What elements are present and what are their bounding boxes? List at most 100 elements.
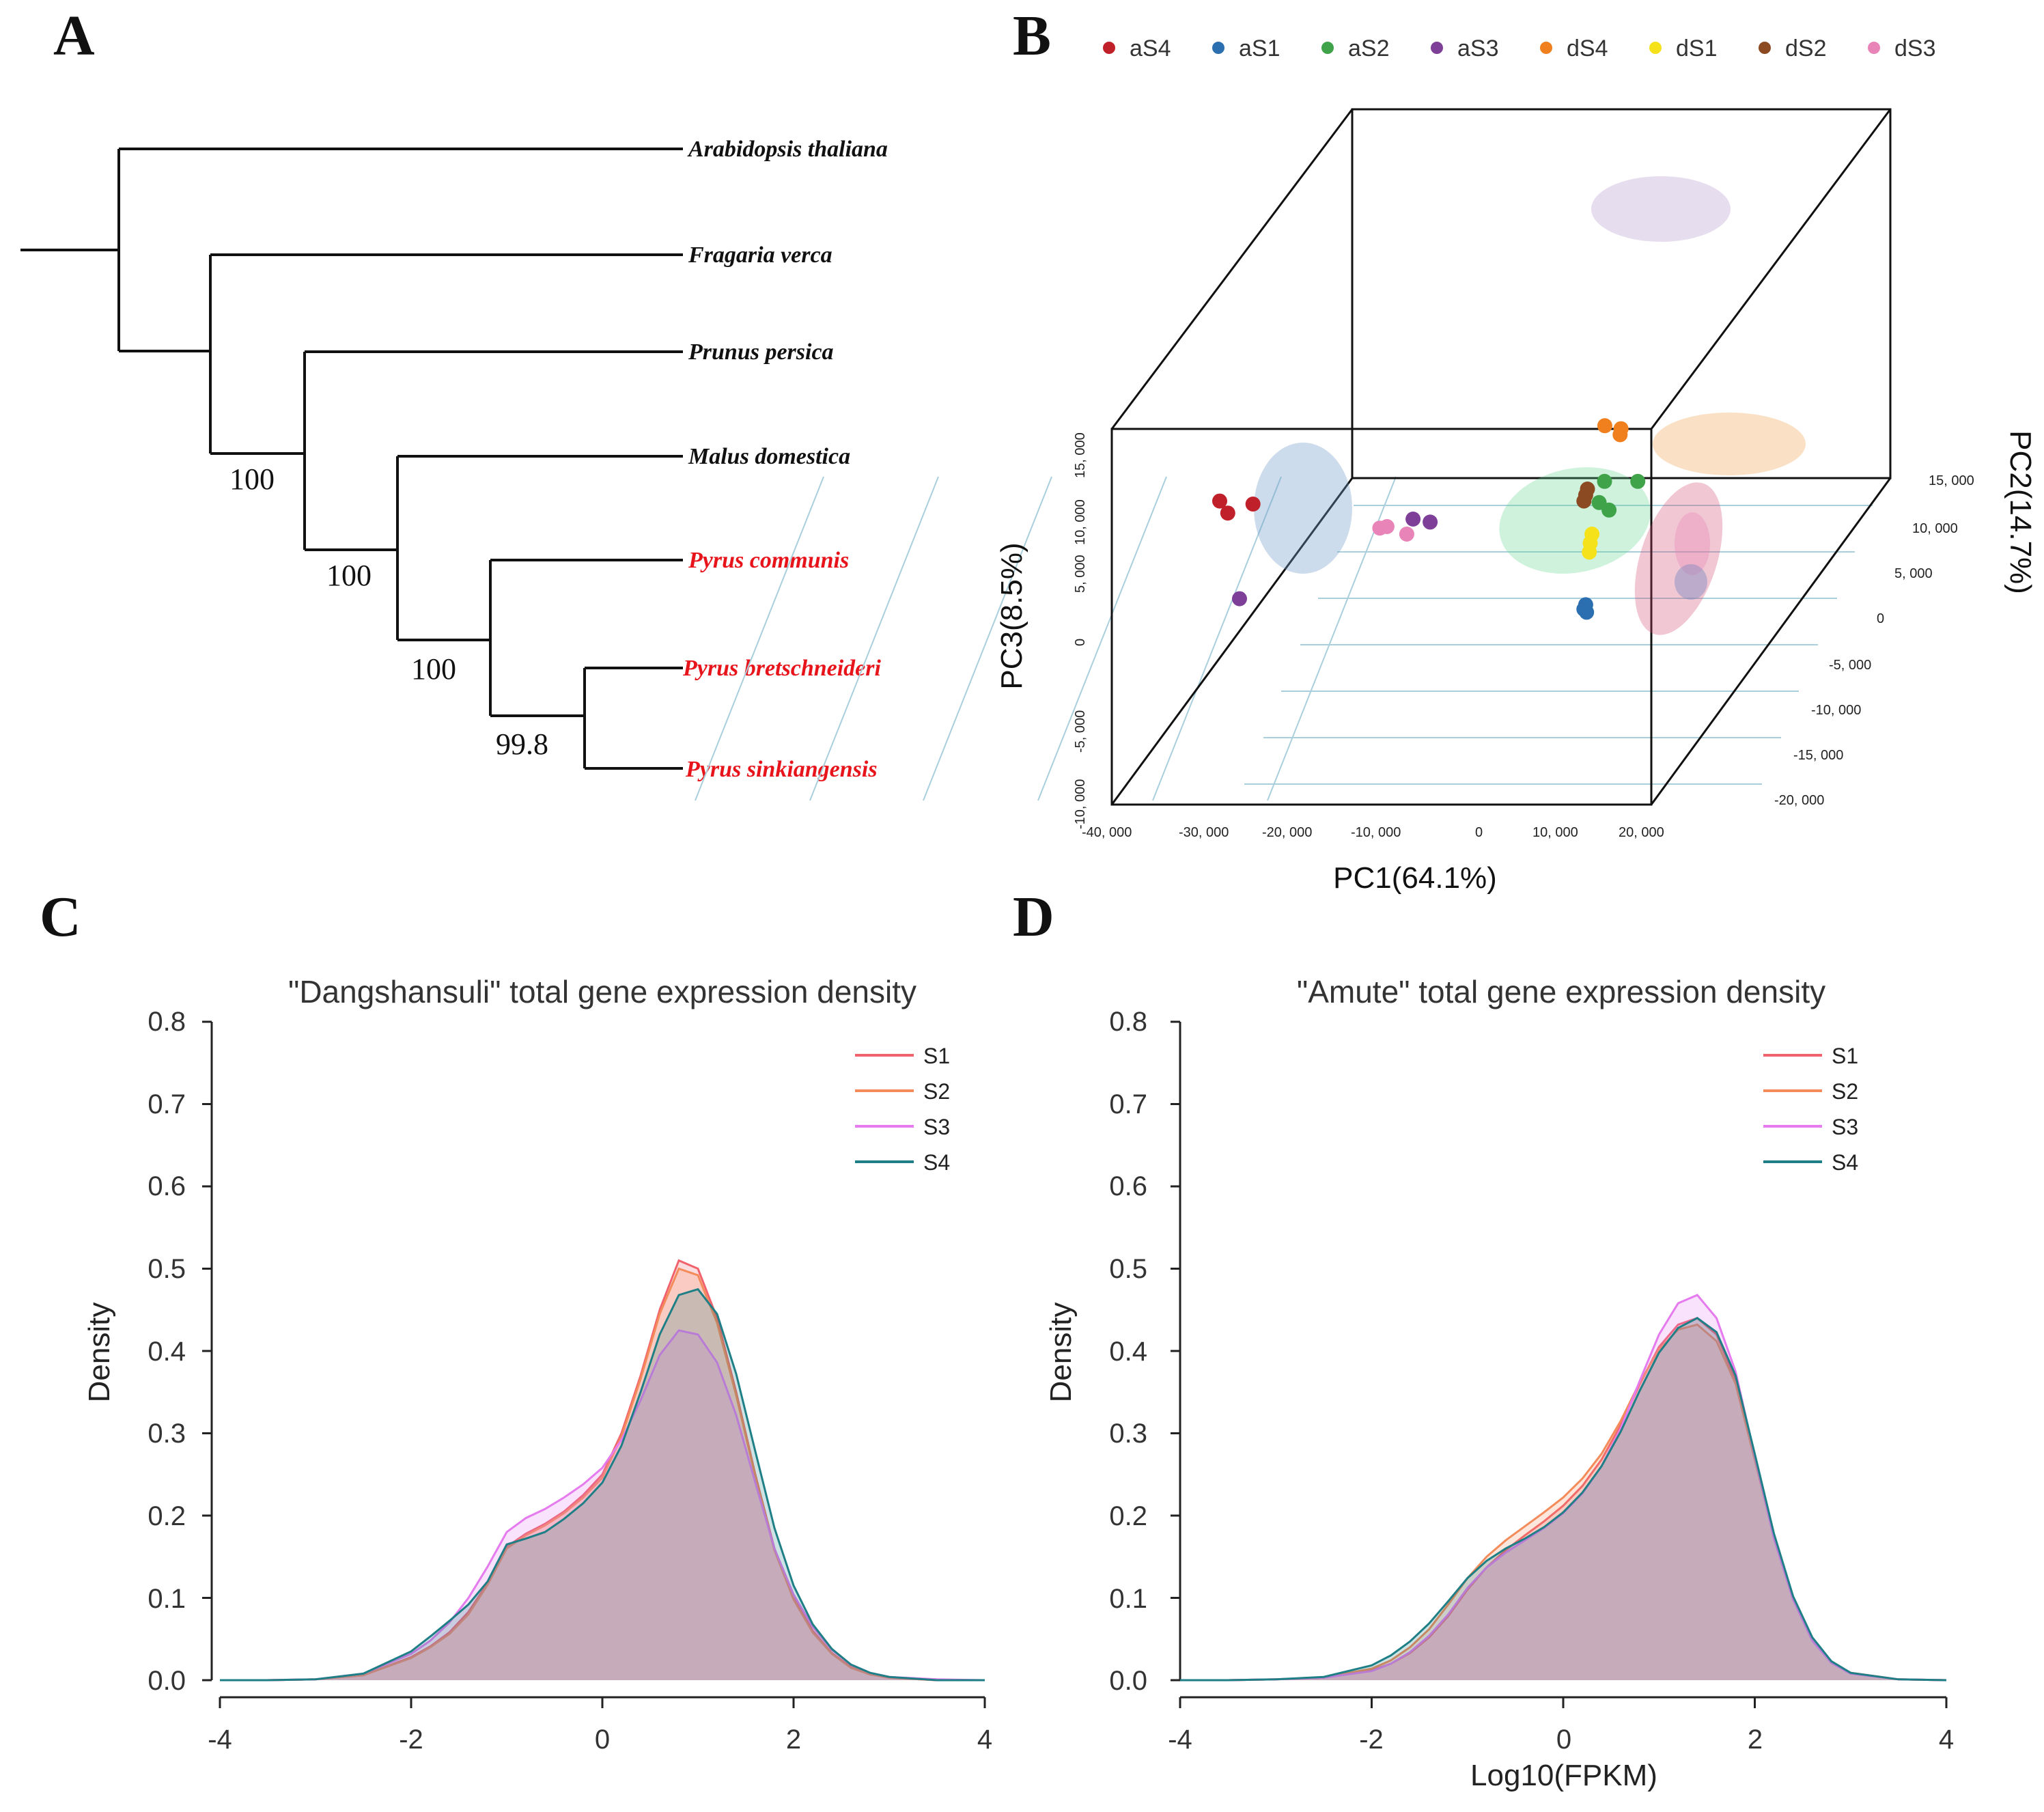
legend-marker (1649, 42, 1662, 54)
pca-point-as4 (1212, 493, 1227, 509)
pca-z-axis-label: PC3(8.5%) (995, 542, 1028, 689)
x-axis-label: Log10(FPKM) (1470, 1759, 1657, 1792)
y-tick-label: 0.6 (1109, 1171, 1147, 1201)
legend-marker (1103, 42, 1115, 54)
taxon-label: Pyrus bretschneideri (682, 656, 882, 681)
x-tick-labels: -4 -2 0 2 4 (208, 1725, 992, 1755)
taxon-label: Prunus persica (688, 339, 834, 365)
x-tick-label: 4 (1939, 1725, 1954, 1755)
pca-x-tick: -10, 000 (1351, 825, 1401, 840)
pca-tick-labels: -40, 000 -30, 000 -20, 000 -10, 000 0 10… (1073, 432, 1974, 840)
density-area-s3 (220, 1330, 985, 1680)
legend-label: S3 (1832, 1115, 1858, 1139)
legend-label: dS1 (1676, 36, 1718, 61)
density-chart-dangshansuli: "Dangshansuli" total gene expression den… (83, 974, 992, 1755)
pca-x-tick: 20, 000 (1619, 825, 1664, 840)
pca-y-tick: -10, 000 (1811, 703, 1861, 718)
pca-x-tick: 10, 000 (1532, 825, 1578, 840)
y-tick-label: 0.0 (1109, 1666, 1147, 1696)
pca-cluster-ellipses (1254, 176, 1806, 635)
pca-point-ds4 (1597, 418, 1612, 434)
density-chart-amute: "Amute" total gene expression density De… (1044, 974, 1954, 1792)
bootstrap-value: 99.8 (496, 727, 548, 761)
pca-x-tick: -40, 000 (1082, 825, 1132, 840)
legend-marker (1212, 42, 1224, 54)
bootstrap-labels: 100 100 100 99.8 (229, 462, 548, 761)
y-tick-label: 0.2 (148, 1501, 186, 1531)
legend-marker (1759, 42, 1771, 54)
y-tick-label: 0.3 (148, 1419, 186, 1449)
pca-y-tick: -20, 000 (1774, 793, 1824, 808)
legend: S1 S2 S3 S4 (855, 1044, 950, 1175)
pca-x-axis-label: PC1(64.1%) (1333, 861, 1497, 895)
cluster-ellipse-ds2 (1653, 413, 1806, 475)
taxon-label: Fragaria verca (688, 242, 832, 268)
legend-label: dS4 (1567, 36, 1608, 61)
y-tick-label: 0.1 (148, 1584, 186, 1614)
legend-label: S4 (923, 1150, 950, 1175)
density-area-s2 (1180, 1324, 1946, 1680)
legend-label: S1 (1832, 1044, 1858, 1068)
pca-z-tick: 5, 000 (1073, 555, 1088, 593)
legend-label: aS1 (1239, 36, 1280, 61)
y-tick-label: 0.7 (148, 1089, 186, 1119)
legend-label: S4 (1832, 1150, 1858, 1175)
taxon-label: Arabidopsis thaliana (687, 137, 888, 162)
density-area-s4 (1180, 1318, 1946, 1680)
pca-point-ds1 (1582, 544, 1597, 560)
pca-floor-grid (695, 476, 1873, 801)
legend-marker (1540, 42, 1552, 54)
legend-marker (1321, 42, 1334, 54)
y-tick-label: 0.0 (148, 1666, 186, 1696)
pca-point-as4 (1220, 505, 1235, 521)
legend-label: dS2 (1785, 36, 1827, 61)
legend-marker (1431, 42, 1443, 54)
pca-point-ds4 (1612, 427, 1628, 443)
x-tick-label: -4 (1168, 1725, 1192, 1755)
pca-point-as2 (1591, 494, 1607, 510)
y-tick-label: 0.8 (148, 1007, 186, 1037)
plot-area (202, 1020, 986, 1708)
y-tick-label: 0.5 (148, 1254, 186, 1284)
pca-point-as4 (1245, 497, 1261, 512)
x-tick-label: -2 (1359, 1725, 1384, 1755)
pca-x-tick: -20, 000 (1262, 825, 1312, 840)
y-axis-label: Density (1044, 1302, 1078, 1403)
x-tick-labels: -4 -2 0 2 4 (1168, 1725, 1954, 1755)
x-tick-label: -2 (399, 1725, 423, 1755)
y-tick-label: 0.5 (1109, 1254, 1147, 1284)
pca-y-tick: -15, 000 (1793, 748, 1843, 763)
pca-point-ds3 (1399, 527, 1414, 542)
bootstrap-value: 100 (229, 462, 275, 496)
pca-y-tick: 10, 000 (1912, 521, 1958, 536)
pca-z-tick: 10, 000 (1073, 499, 1088, 545)
pca-y-tick: -5, 000 (1829, 658, 1871, 673)
density-line-s2 (220, 1267, 985, 1682)
pca-point-ds3 (1379, 519, 1395, 534)
density-line-s4 (220, 1287, 985, 1682)
x-tick-label: 2 (1748, 1725, 1763, 1755)
x-tick-label: 2 (786, 1725, 801, 1755)
bootstrap-value: 100 (411, 652, 456, 686)
pca-z-tick: 15, 000 (1073, 432, 1088, 478)
pca-3d-scatter: aS4 aS1 aS2 aS3 dS4 dS1 dS2 dS3 (695, 36, 2037, 895)
pca-point-as3 (1423, 514, 1438, 530)
taxon-labels: Arabidopsis thaliana Fragaria verca Prun… (682, 137, 888, 782)
legend-label: S2 (923, 1079, 950, 1104)
y-tick-label: 0.2 (1109, 1501, 1147, 1531)
density-area-s3 (1180, 1295, 1946, 1680)
y-axis-label: Density (83, 1302, 116, 1403)
bootstrap-value: 100 (326, 559, 372, 592)
x-tick-label: 4 (977, 1725, 992, 1755)
pca-y-ticks: 15, 000 10, 000 5, 000 0 -5, 000 -10, 00… (1774, 473, 1974, 808)
tree-branches (20, 148, 683, 770)
pca-x-tick: -30, 000 (1179, 825, 1229, 840)
pca-x-tick: 0 (1475, 825, 1483, 840)
panel-letter-d: D (1013, 885, 1054, 949)
taxon-label: Pyrus communis (688, 548, 849, 573)
y-tick-labels: 0.0 0.1 0.2 0.3 0.4 0.5 0.6 0.7 0.8 (1109, 1007, 1147, 1696)
pca-point-as3 (1405, 512, 1421, 527)
x-tick-label: -4 (208, 1725, 232, 1755)
legend-label: S3 (923, 1115, 950, 1139)
